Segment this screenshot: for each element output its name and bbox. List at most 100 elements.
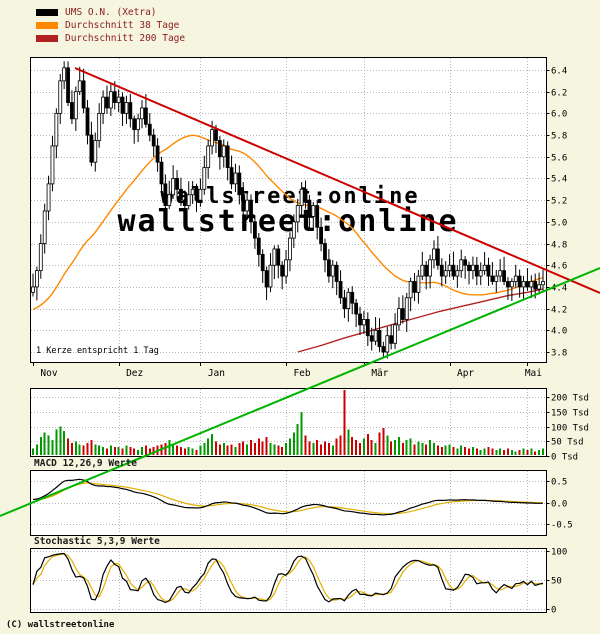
volume-bar <box>382 428 385 455</box>
candle-body <box>171 178 176 196</box>
candle-body <box>323 243 327 261</box>
candle-body <box>284 259 288 277</box>
candle-body <box>128 102 133 120</box>
volume-bar <box>187 447 190 455</box>
candle-body <box>116 96 121 103</box>
volume-bar <box>148 448 151 455</box>
volume-bar <box>253 442 256 455</box>
candle-body <box>42 210 47 244</box>
volume-axis-label: 100 Tsd <box>551 424 589 434</box>
volume-bar <box>316 439 319 455</box>
volume-bar <box>55 429 58 455</box>
macd-panel-title: MACD 12,26,9 Werte <box>34 458 137 469</box>
series-color-swatch <box>36 22 58 29</box>
price-axis-label: 4.0 <box>551 327 567 337</box>
volume-bar <box>78 444 81 455</box>
volume-bar <box>362 438 365 455</box>
volume-bar <box>168 439 171 455</box>
candle-body <box>217 140 222 158</box>
candle-body <box>381 346 386 353</box>
volume-bar <box>218 444 221 455</box>
candle-body <box>486 264 491 277</box>
candle-body <box>533 281 538 290</box>
price-axis-label: 5.4 <box>551 175 567 185</box>
ma200-line <box>297 288 544 353</box>
candle-body <box>38 243 43 272</box>
volume-bar <box>176 445 179 455</box>
candle-body <box>521 281 526 288</box>
volume-bar <box>32 448 34 455</box>
candle-body <box>280 264 285 277</box>
series-color-swatch <box>36 9 58 16</box>
volume-bar <box>133 448 136 455</box>
candle-body <box>225 145 230 169</box>
candle-body <box>439 264 444 277</box>
month-label: Mär <box>371 368 388 379</box>
candle-body <box>478 270 483 277</box>
svg-text:wallstreet:online: wallstreet:online <box>117 204 458 239</box>
volume-bar <box>257 438 260 455</box>
candle-body <box>210 129 214 147</box>
candle-body <box>264 270 269 288</box>
candle-body <box>214 129 218 141</box>
volume-bar <box>203 442 206 455</box>
month-axis-labels: Nov Dez Jan Feb Mär Apr Mai <box>33 362 542 379</box>
candle-body <box>73 91 78 120</box>
candle-body <box>319 226 323 244</box>
volume-bar <box>499 448 502 455</box>
volume-axis-label: 200 Tsd <box>551 394 589 404</box>
candle-body <box>105 96 109 109</box>
candle-body <box>408 281 413 299</box>
volume-bar <box>475 448 478 455</box>
price-axis-label: 4.4 <box>551 284 567 294</box>
stochastic-panel-title: Stochastic 5,3,9 Werte <box>34 536 160 547</box>
macd-signal-line <box>32 482 544 515</box>
volume-bar <box>43 432 46 455</box>
candle-body <box>428 259 432 277</box>
volume-bar <box>94 444 97 455</box>
candle-body <box>315 205 320 228</box>
candle-body <box>151 134 156 147</box>
candle-body <box>517 275 522 288</box>
volume-bar <box>191 448 194 455</box>
candle-body <box>506 281 510 288</box>
legend-item: Durchschnitt 38 Tage <box>36 19 185 32</box>
volume-bar <box>522 448 525 455</box>
volume-bar <box>471 447 474 455</box>
candle-body <box>373 329 378 342</box>
candle-body <box>179 188 183 201</box>
candle-body <box>424 264 429 277</box>
volume-bar <box>323 441 326 455</box>
volume-bar <box>339 435 342 455</box>
volume-bar <box>250 439 253 455</box>
volume-panel <box>30 388 547 457</box>
volume-bar <box>413 444 416 455</box>
candle-body <box>432 248 436 261</box>
candle-body <box>404 297 409 320</box>
candle-body <box>490 275 495 282</box>
candle-body <box>124 102 129 114</box>
series-color-swatch <box>36 35 58 42</box>
volume-bar <box>468 448 471 455</box>
volume-bar <box>281 447 284 455</box>
axis-labels: 6.4 6.2 6.0 5.8 5.6 5.4 5.2 5.0 4.8 4.6 4.4 4.2 4.0 3… <box>546 67 589 616</box>
macd-axis-label: 0.0 <box>551 500 567 510</box>
volume-bar <box>343 390 346 455</box>
candle-body <box>494 275 499 282</box>
volume-bar <box>59 426 62 455</box>
candle-body <box>233 172 238 185</box>
candle-body <box>272 248 277 266</box>
volume-bar <box>230 444 233 455</box>
candle-body <box>463 259 468 266</box>
candle-body <box>31 286 35 293</box>
candle-body <box>447 264 452 272</box>
volume-bar <box>152 447 155 455</box>
chart-note: 1 Kerze entspricht 1 Tag <box>36 346 159 356</box>
candle-body <box>482 264 487 272</box>
candle-body <box>420 264 425 277</box>
volume-bar <box>440 447 443 455</box>
volume-bar <box>207 438 210 455</box>
volume-axis-label: 150 Tsd <box>551 409 589 419</box>
volume-bar <box>82 445 85 455</box>
